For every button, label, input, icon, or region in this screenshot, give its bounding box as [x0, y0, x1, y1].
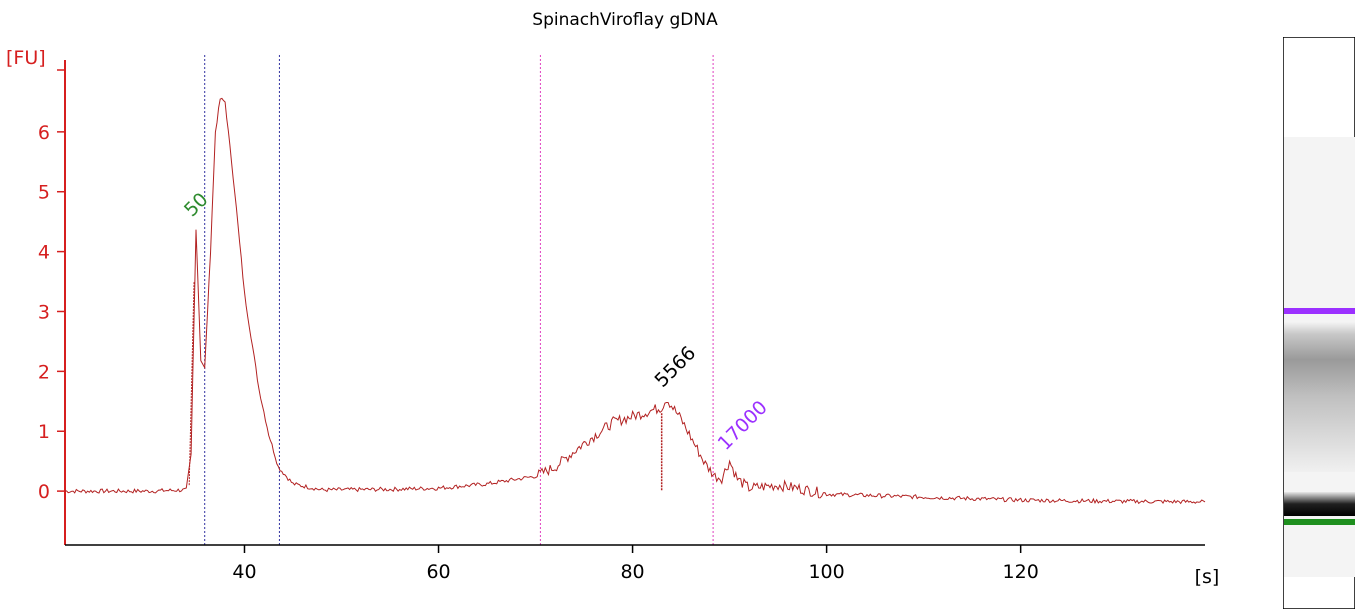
gel-sample-smear — [1284, 322, 1355, 472]
series-trace — [64, 97, 1206, 505]
y-tick-label: 2 — [38, 361, 50, 383]
y-tick-label: 6 — [38, 122, 50, 144]
gel-image — [1283, 37, 1355, 609]
x-tick-label: 40 — [232, 561, 256, 583]
peak-label-1: 5566 — [651, 342, 701, 392]
gel-upper-marker-band — [1284, 308, 1355, 314]
y-tick-label: 1 — [38, 421, 50, 443]
x-tick-label: 60 — [426, 561, 450, 583]
electropherogram-chart: 0 1 2 3 4 5 6 [FU] 40 60 80 100 120 [s] 50 5566 17000 — [6, 47, 1220, 588]
y-tick-label: 3 — [38, 301, 50, 323]
gel-lower-band — [1284, 492, 1355, 516]
x-axis-label: [s] — [1195, 566, 1220, 588]
y-tick-label: 5 — [38, 182, 50, 204]
peak-label-2: 17000 — [714, 396, 772, 454]
y-tick-label: 0 — [38, 481, 50, 503]
x-tick-label: 80 — [620, 561, 644, 583]
gel-lower-marker-band — [1284, 519, 1355, 525]
x-tick-label: 120 — [1003, 561, 1039, 583]
y-axis-label: [FU] — [6, 47, 46, 69]
x-tick-label: 100 — [808, 561, 844, 583]
rise-dotted — [188, 281, 195, 486]
peak-label-0: 50 — [180, 189, 213, 222]
chart-title: SpinachViroflay gDNA — [532, 10, 718, 30]
y-tick-label: 4 — [38, 242, 50, 264]
